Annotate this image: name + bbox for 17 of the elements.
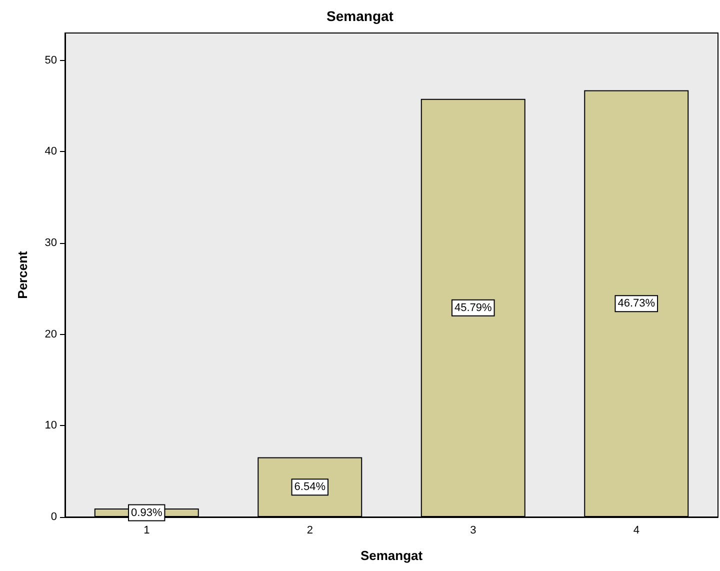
y-tick-label: 50 <box>44 54 57 66</box>
y-tick-label: 30 <box>44 237 57 250</box>
data-label: 0.93% <box>131 506 162 519</box>
x-tick-label: 1 <box>144 524 150 536</box>
y-axis-title: Percent <box>15 250 30 299</box>
data-label: 46.73% <box>618 298 656 310</box>
y-tick-label: 10 <box>44 420 57 432</box>
x-axis-title: Semangat <box>360 548 424 563</box>
chart-title: Semangat <box>326 8 394 24</box>
y-tick-label: 40 <box>44 146 57 158</box>
data-label: 45.79% <box>454 302 492 314</box>
x-tick-label: 2 <box>306 524 313 536</box>
x-tick-label: 3 <box>470 524 476 536</box>
y-tick-label: 0 <box>50 511 57 523</box>
x-tick-label: 4 <box>633 524 640 536</box>
y-tick-label: 20 <box>44 328 57 340</box>
data-label: 6.54% <box>294 481 326 494</box>
